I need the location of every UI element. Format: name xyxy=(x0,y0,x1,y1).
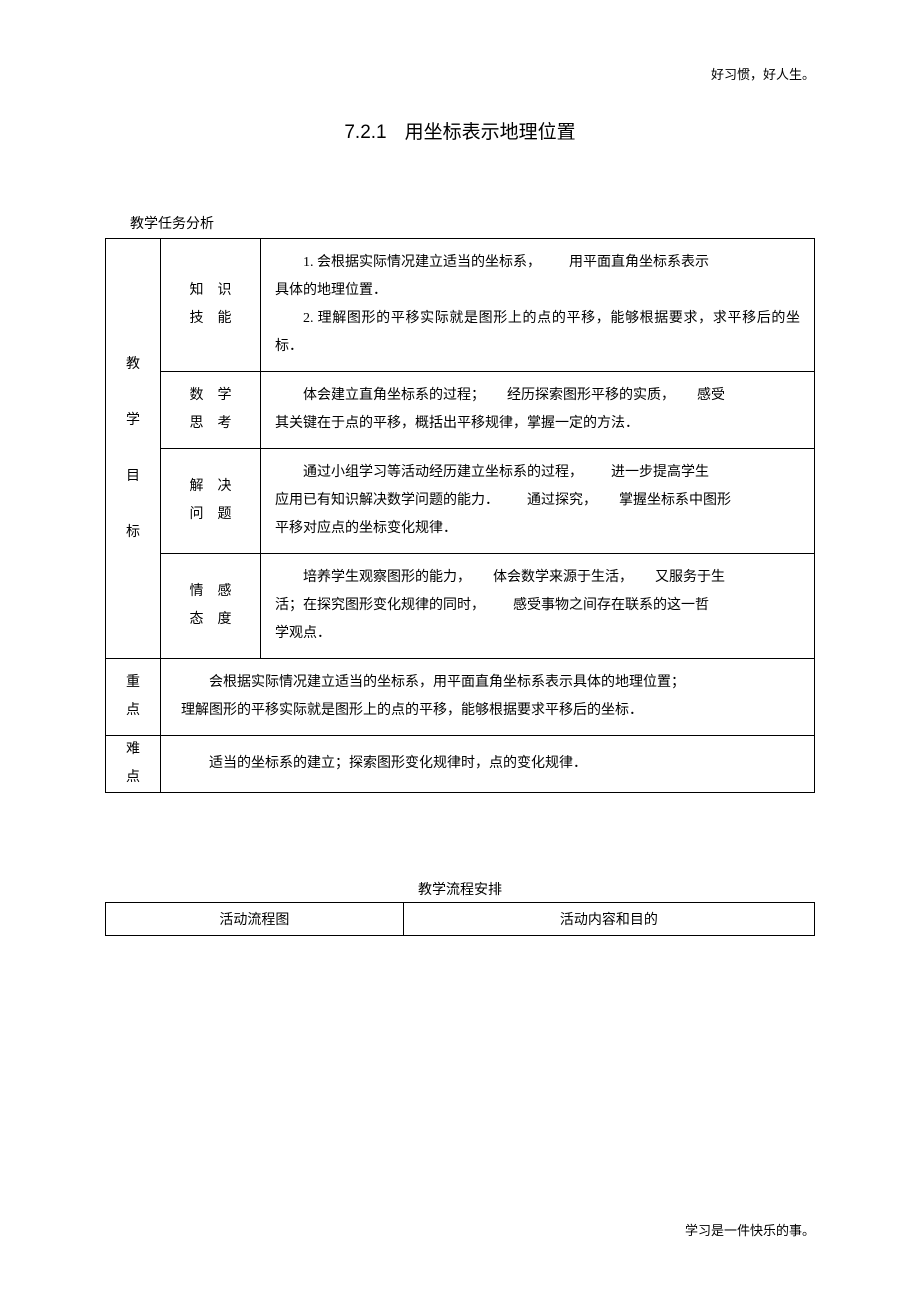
title-number: 7.2.1 xyxy=(344,122,386,143)
table-row: 情 感态 度 培养学生观察图形的能力，体会数学来源于生活，又服务于生 活；在探究… xyxy=(106,554,815,659)
table-row: 难点 适当的坐标系的建立；探索图形变化规律时，点的变化规律． xyxy=(106,736,815,793)
problem-solving-label: 解 决问 题 xyxy=(161,449,261,554)
goal-label-cell: 教学目标 xyxy=(106,239,161,659)
math-thinking-label: 数 学思 考 xyxy=(161,372,261,449)
knowledge-skill-content: 1. 会根据实际情况建立适当的坐标系，用平面直角坐标系表示 具体的地理位置． 2… xyxy=(261,239,815,372)
table-row: 解 决问 题 通过小组学习等活动经历建立坐标系的过程，进一步提高学生 应用已有知… xyxy=(106,449,815,554)
page-header: 好习惯，好人生。 xyxy=(711,64,815,83)
document-title: 7.2.1 用坐标表示地理位置 xyxy=(0,117,920,144)
emotion-attitude-content: 培养学生观察图形的能力，体会数学来源于生活，又服务于生 活；在探究图形变化规律的… xyxy=(261,554,815,659)
math-thinking-content: 体会建立直角坐标系的过程；经历探索图形平移的实质，感受 其关键在于点的平移，概括… xyxy=(261,372,815,449)
emotion-attitude-label: 情 感态 度 xyxy=(161,554,261,659)
key-point-content: 会根据实际情况建立适当的坐标系，用平面直角坐标系表示具体的地理位置； 理解图形的… xyxy=(161,659,815,736)
difficulty-label: 难点 xyxy=(106,736,161,793)
key-point-label: 重点 xyxy=(106,659,161,736)
table-row: 教学目标 知 识技 能 1. 会根据实际情况建立适当的坐标系，用平面直角坐标系表… xyxy=(106,239,815,372)
title-text: 用坐标表示地理位置 xyxy=(405,122,576,143)
page-footer: 学习是一件快乐的事。 xyxy=(685,1220,815,1239)
table-row: 活动流程图 活动内容和目的 xyxy=(106,903,815,936)
process-header-2: 活动内容和目的 xyxy=(403,903,814,936)
table-row: 重点 会根据实际情况建立适当的坐标系，用平面直角坐标系表示具体的地理位置； 理解… xyxy=(106,659,815,736)
process-header-1: 活动流程图 xyxy=(106,903,404,936)
goal-label: 教学目标 xyxy=(106,351,160,547)
task-analysis-table: 教学目标 知 识技 能 1. 会根据实际情况建立适当的坐标系，用平面直角坐标系表… xyxy=(105,238,815,793)
task-analysis-label: 教学任务分析 xyxy=(130,213,214,233)
knowledge-skill-label: 知 识技 能 xyxy=(161,239,261,372)
difficulty-content: 适当的坐标系的建立；探索图形变化规律时，点的变化规律． xyxy=(161,736,815,793)
problem-solving-content: 通过小组学习等活动经历建立坐标系的过程，进一步提高学生 应用已有知识解决数学问题… xyxy=(261,449,815,554)
process-label: 教学流程安排 xyxy=(0,879,920,899)
process-table: 活动流程图 活动内容和目的 xyxy=(105,902,815,936)
table-row: 数 学思 考 体会建立直角坐标系的过程；经历探索图形平移的实质，感受 其关键在于… xyxy=(106,372,815,449)
